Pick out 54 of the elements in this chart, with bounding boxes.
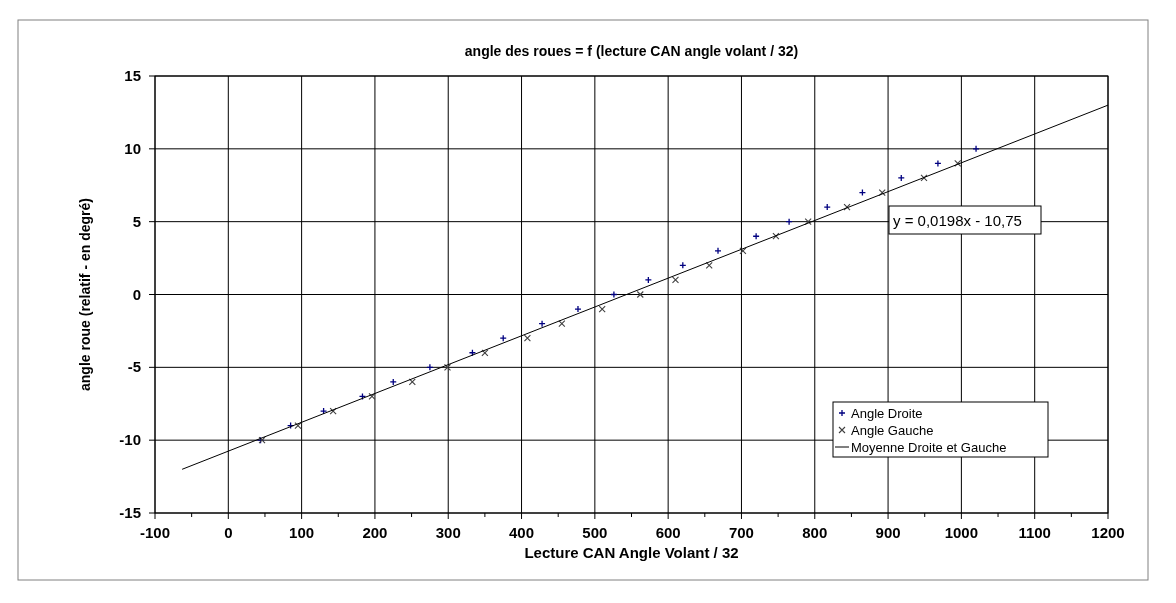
point <box>752 232 760 240</box>
x-tick-label: -100 <box>139 524 171 541</box>
point <box>610 290 618 299</box>
y-tick-label: 5 <box>132 212 141 230</box>
point <box>644 276 653 284</box>
point <box>671 276 680 284</box>
x-tick-label: 500 <box>582 524 608 541</box>
x-tick-label: 200 <box>362 524 388 541</box>
point <box>598 305 606 313</box>
point <box>705 261 713 269</box>
point <box>319 407 328 415</box>
annotation: y = 0,0198x - 10,75 <box>893 212 1022 229</box>
point <box>389 378 397 386</box>
x-tick-label: 1000 <box>944 524 979 541</box>
x-tick-label: 100 <box>289 524 315 541</box>
point <box>443 363 452 371</box>
chart-title: angle des roues = f (lecture CAN angle volant / 32) <box>464 43 799 59</box>
point <box>294 422 302 430</box>
point <box>636 290 644 299</box>
x-tick-label: 600 <box>655 524 681 541</box>
point <box>408 378 416 386</box>
point <box>558 320 566 328</box>
point <box>823 203 831 211</box>
point <box>785 218 793 226</box>
point <box>897 174 905 182</box>
point <box>538 319 546 328</box>
point <box>426 363 434 371</box>
x-tick-label: 1200 <box>1091 524 1125 541</box>
y-tick-label: -10 <box>119 431 141 449</box>
y-tick-label: -5 <box>127 358 141 376</box>
x-tick-label: 1100 <box>1018 524 1051 541</box>
y-tick-label: 15 <box>124 67 141 84</box>
point <box>368 392 376 401</box>
x-tick-label: 0 <box>224 524 233 541</box>
point <box>481 349 489 357</box>
legend-label: Moyenne Droite et Gauche <box>851 440 1007 455</box>
point <box>972 145 980 153</box>
x-tick-label: 300 <box>435 524 461 541</box>
legend-label: Angle Gauche <box>851 423 934 438</box>
legend-label: Angle Droite <box>851 406 923 421</box>
x-tick-label: 900 <box>875 524 901 541</box>
x-axis-title: Lecture CAN Angle Volant / 32 <box>524 544 739 561</box>
y-axis-title: angle roue (relatif - en degré) <box>77 198 93 391</box>
x-tick-label: 700 <box>728 524 754 541</box>
x-tick-label: 400 <box>509 524 535 541</box>
point <box>934 159 942 168</box>
point <box>574 305 582 313</box>
point <box>714 247 722 255</box>
x-tick-label: 800 <box>802 524 828 541</box>
y-tick-label: 10 <box>124 139 141 157</box>
point <box>739 247 747 255</box>
y-tick-label: 0 <box>132 285 141 303</box>
y-tick-label: -15 <box>119 504 141 521</box>
point <box>523 334 531 342</box>
